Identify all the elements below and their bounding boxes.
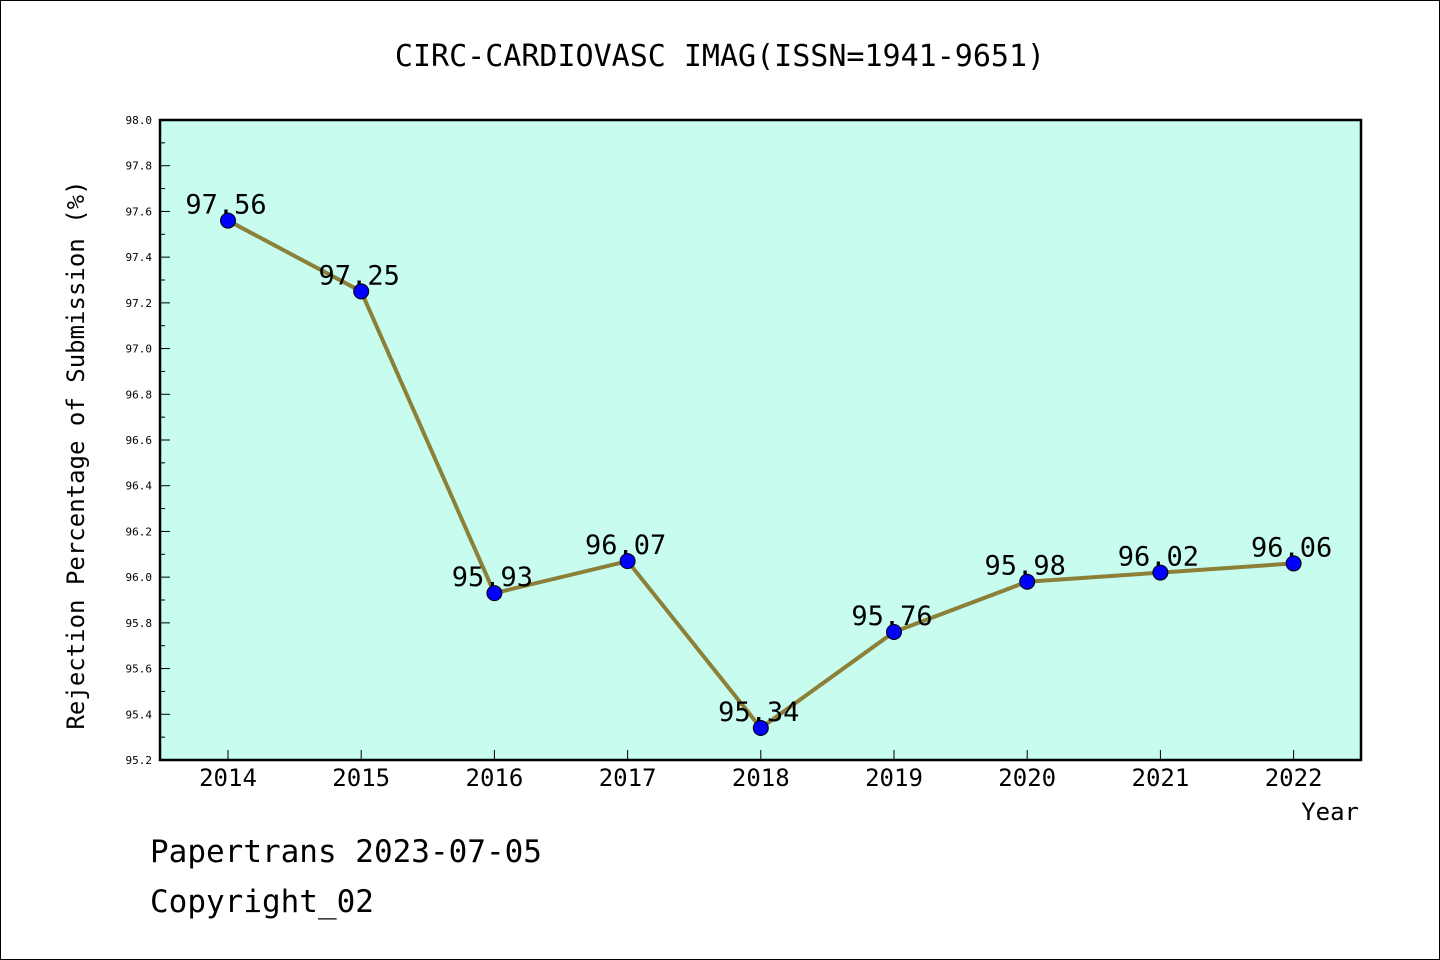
y-tick-label: 95.6 bbox=[126, 663, 153, 676]
plot-area bbox=[160, 120, 1361, 760]
data-label-group: 97.56 97.25 95.93 96.07 95.34 95.76 95.98 96.02… bbox=[185, 190, 1332, 728]
y-tick-label: 96.8 bbox=[126, 388, 153, 401]
data-label: 96.02 bbox=[1118, 542, 1199, 573]
data-label: 95.34 bbox=[718, 697, 799, 728]
data-point bbox=[619, 553, 636, 570]
footer-date-text: Papertrans 2023-07-05 bbox=[150, 834, 542, 870]
x-tick-label: 2022 bbox=[1265, 764, 1323, 792]
data-label: 97.25 bbox=[319, 260, 400, 291]
x-tick-label: 2020 bbox=[998, 764, 1056, 792]
plot-border bbox=[158, 118, 1363, 762]
y-tick-label: 97.8 bbox=[126, 160, 153, 173]
data-label: 97.56 bbox=[185, 190, 266, 221]
x-tick-label: 2018 bbox=[732, 764, 790, 792]
data-label: 96.06 bbox=[1251, 532, 1332, 563]
y-tick-label: 95.8 bbox=[126, 617, 153, 630]
x-tick-label: 2019 bbox=[865, 764, 923, 792]
x-tick-label: 2017 bbox=[599, 764, 657, 792]
y-tick-label: 96.2 bbox=[126, 525, 153, 538]
x-tick-label: 2021 bbox=[1132, 764, 1190, 792]
x-tick-label: 2016 bbox=[466, 764, 524, 792]
data-point bbox=[220, 212, 236, 229]
y-tick-label: 97.4 bbox=[126, 251, 153, 264]
x-tick-label: 2014 bbox=[199, 764, 257, 792]
y-axis: 95.2 95.4 95.6 95.8 96.0 96.2 96.4 96.6 96.8 97.0… bbox=[126, 114, 170, 767]
footer-copyright-text: Copyright_02 bbox=[150, 884, 374, 920]
data-point bbox=[886, 624, 902, 640]
data-point bbox=[1152, 564, 1169, 581]
y-tick-label: 98.0 bbox=[126, 114, 153, 127]
y-tick-label: 95.2 bbox=[126, 754, 153, 767]
data-point bbox=[752, 720, 769, 736]
y-tick-label: 96.4 bbox=[126, 480, 153, 493]
y-tick-label: 97.0 bbox=[126, 343, 153, 356]
y-tick-label: 97.2 bbox=[126, 297, 153, 310]
x-tick-label: 2015 bbox=[332, 764, 390, 792]
series-line-group bbox=[220, 212, 1302, 736]
chart-title: CIRC-CARDIOVASC IMAG(ISSN=1941-9651) bbox=[395, 39, 1045, 74]
data-label: 95.93 bbox=[452, 562, 533, 593]
y-tick-label: 97.6 bbox=[126, 205, 153, 218]
data-point bbox=[1285, 555, 1302, 572]
data-point bbox=[1019, 573, 1036, 590]
y-tick-label: 95.4 bbox=[126, 708, 153, 721]
data-label: 95.76 bbox=[851, 601, 932, 632]
data-point bbox=[486, 585, 503, 602]
x-axis-title: Year bbox=[1301, 798, 1359, 826]
data-label: 95.98 bbox=[985, 551, 1066, 582]
data-point bbox=[353, 283, 370, 300]
x-axis: 2014 2015 2016 2017 2018 2019 2020 2021 2022 bbox=[199, 750, 1322, 792]
y-tick-label: 96.0 bbox=[126, 571, 153, 584]
y-tick-label: 96.6 bbox=[126, 434, 153, 447]
y-axis-title: Rejection Percentage of Submission (%) bbox=[62, 180, 90, 729]
data-label: 96.07 bbox=[585, 530, 666, 561]
